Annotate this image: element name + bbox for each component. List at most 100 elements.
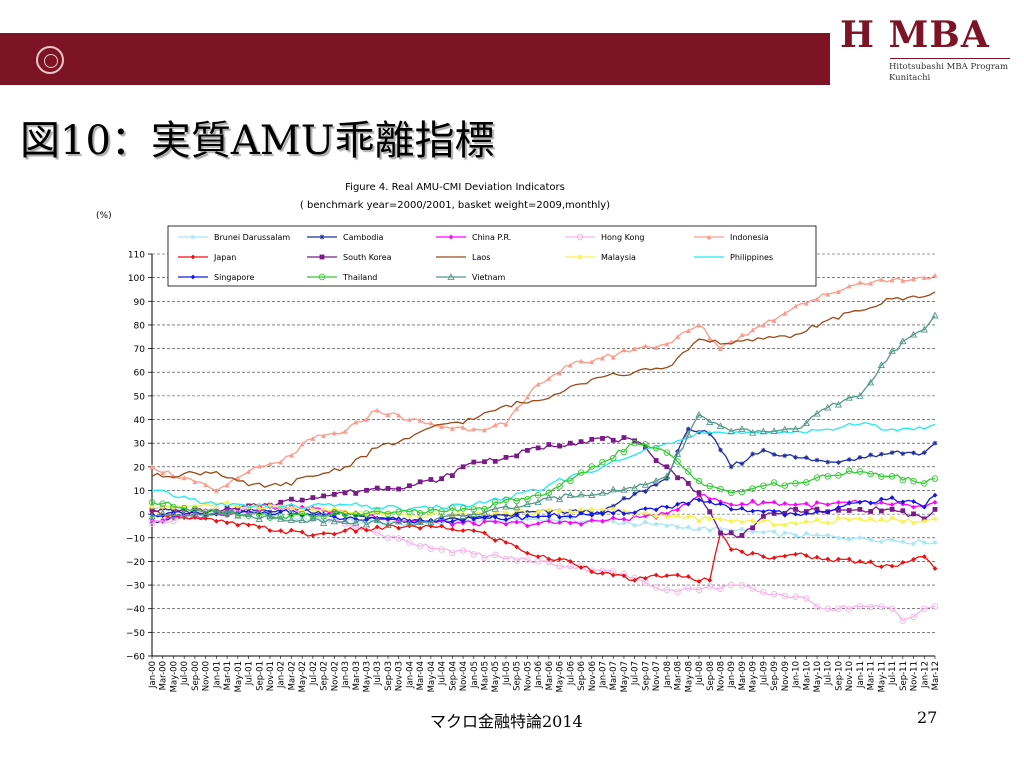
data-point <box>321 531 327 536</box>
data-point <box>931 475 939 482</box>
x-tick-label: Nov-06 <box>588 661 598 691</box>
data-point <box>556 483 563 490</box>
data-point <box>459 547 467 554</box>
data-point <box>836 504 841 510</box>
data-point <box>632 346 638 351</box>
data-point <box>353 419 359 425</box>
data-point <box>310 507 316 512</box>
data-point <box>877 361 886 368</box>
data-point <box>331 517 337 523</box>
data-point <box>728 464 734 470</box>
data-point <box>664 504 670 510</box>
x-tick-label: Sep-00 <box>191 661 201 691</box>
data-point <box>502 496 510 504</box>
data-point <box>857 454 863 460</box>
legend-label: Singapore <box>214 273 254 282</box>
data-point <box>471 459 477 465</box>
data-point <box>793 521 798 526</box>
data-point <box>760 322 766 328</box>
data-point <box>921 480 928 487</box>
data-point <box>169 511 178 519</box>
data-point <box>201 510 210 518</box>
x-tick-label: Mar-06 <box>545 661 555 690</box>
data-point <box>814 554 820 560</box>
x-tick-label: Jan-04 <box>405 661 415 689</box>
data-point <box>492 514 498 520</box>
data-point <box>577 490 585 498</box>
data-point <box>600 355 605 361</box>
x-tick-label: Nov-11 <box>910 661 920 691</box>
x-tick-label: May-02 <box>298 661 308 692</box>
data-point <box>856 392 864 399</box>
data-point <box>900 499 906 505</box>
data-point <box>385 516 391 522</box>
data-point <box>696 579 702 584</box>
data-point <box>256 524 262 530</box>
data-point <box>610 354 616 360</box>
data-point <box>803 300 809 306</box>
data-point <box>492 538 498 543</box>
data-point <box>384 534 392 542</box>
data-point <box>632 522 638 528</box>
data-point <box>878 276 884 282</box>
data-point <box>492 519 498 525</box>
data-point <box>675 524 680 530</box>
x-tick-label: Jul-06 <box>566 661 576 686</box>
x-tick-label: Sep-06 <box>577 661 587 691</box>
data-point <box>782 522 788 528</box>
data-point <box>836 515 841 521</box>
data-point <box>160 504 166 510</box>
data-point <box>718 517 723 522</box>
data-point <box>921 275 927 281</box>
data-point <box>203 482 209 487</box>
x-tick-label: Jan-08 <box>663 661 673 689</box>
legend-label: Philippines <box>730 253 773 262</box>
data-point <box>503 509 509 515</box>
data-point <box>331 531 337 537</box>
data-point <box>760 588 767 596</box>
data-point <box>535 554 541 560</box>
data-point <box>674 588 681 596</box>
logo-rule <box>890 58 1010 59</box>
data-point <box>567 520 573 526</box>
data-point <box>675 513 680 519</box>
data-point <box>845 393 853 401</box>
data-point <box>407 514 412 519</box>
data-point <box>621 508 627 514</box>
data-point <box>448 511 456 518</box>
legend-box <box>167 225 817 287</box>
x-tick-label: Jul-05 <box>502 661 512 686</box>
data-point <box>299 441 305 447</box>
data-point <box>760 447 766 453</box>
data-point <box>803 530 809 536</box>
data-point <box>900 539 906 545</box>
data-point <box>857 506 863 512</box>
x-tick-label: Jul-08 <box>695 661 705 686</box>
data-point <box>310 533 316 538</box>
data-point <box>342 490 348 496</box>
data-point <box>707 496 713 502</box>
data-point <box>331 514 337 520</box>
data-point <box>718 447 723 453</box>
data-point <box>631 484 639 491</box>
data-point <box>835 605 842 612</box>
data-point <box>352 523 360 530</box>
data-point <box>255 515 263 522</box>
data-point <box>653 572 659 578</box>
data-point <box>707 528 713 534</box>
data-point <box>706 482 714 490</box>
data-point <box>900 451 906 457</box>
data-point <box>149 504 155 510</box>
data-point <box>664 341 670 347</box>
data-point <box>213 488 219 493</box>
data-point <box>503 512 509 518</box>
data-point <box>696 322 702 328</box>
x-tick-label: Mar-00 <box>159 661 169 690</box>
data-point <box>405 519 414 527</box>
data-point <box>428 420 434 426</box>
data-point <box>557 370 562 376</box>
data-point <box>235 475 241 481</box>
data-point <box>535 514 541 519</box>
data-point <box>760 509 766 515</box>
series-line-indonesia <box>151 274 936 492</box>
